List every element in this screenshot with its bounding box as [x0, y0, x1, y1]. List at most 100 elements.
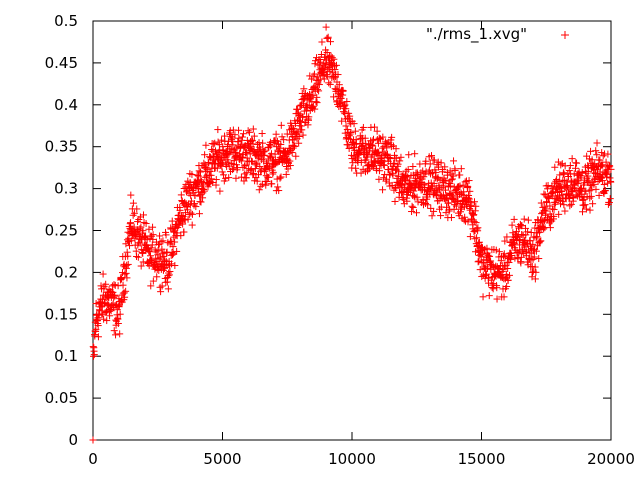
data-point [380, 161, 388, 169]
data-point [239, 153, 247, 161]
data-point [245, 128, 253, 136]
data-point [265, 173, 273, 181]
data-point [344, 141, 352, 149]
data-point [395, 168, 403, 176]
data-point [485, 292, 493, 300]
data-point [606, 195, 614, 203]
data-point [244, 127, 252, 135]
data-point [433, 175, 441, 183]
data-point [341, 129, 349, 137]
data-point [392, 145, 400, 153]
data-point [248, 158, 256, 166]
data-point [452, 202, 460, 210]
data-point [250, 132, 258, 140]
data-point [428, 212, 436, 220]
data-point [471, 207, 479, 215]
data-point [397, 189, 405, 197]
data-point [471, 235, 479, 243]
data-point [374, 139, 382, 147]
data-point [337, 94, 345, 102]
x-tick-label: 15000 [458, 450, 506, 468]
data-point [238, 157, 246, 165]
data-point [533, 242, 541, 250]
data-point [586, 194, 594, 202]
data-point [555, 210, 563, 218]
data-point [179, 212, 187, 220]
data-point [375, 134, 383, 142]
data-point [474, 224, 482, 232]
data-point [342, 105, 350, 113]
data-point [426, 160, 434, 168]
data-point [579, 208, 587, 216]
data-point [409, 204, 417, 212]
data-point [493, 284, 501, 292]
data-point [123, 274, 131, 282]
data-point [247, 165, 255, 173]
legend-marker [561, 31, 569, 39]
x-tick-label: 0 [88, 450, 98, 468]
data-point [343, 125, 351, 133]
data-point [551, 163, 559, 171]
data-point [546, 224, 554, 232]
data-point [156, 232, 164, 240]
data-point [545, 194, 553, 202]
data-point [400, 196, 408, 204]
data-point [109, 288, 117, 296]
data-point [133, 252, 141, 260]
data-point [404, 173, 412, 181]
data-point [489, 285, 497, 293]
data-point [582, 205, 590, 213]
data-point [312, 98, 320, 106]
data-point [258, 180, 266, 188]
data-point [596, 156, 604, 164]
data-point [450, 157, 458, 165]
data-point [451, 201, 459, 209]
data-point [264, 159, 272, 167]
data-point [269, 170, 277, 178]
data-point [524, 216, 532, 224]
data-point [508, 221, 516, 229]
data-point [603, 170, 611, 178]
data-point [204, 183, 212, 191]
data-point [269, 168, 277, 176]
data-point [232, 153, 240, 161]
data-point [117, 273, 125, 281]
data-point [267, 153, 275, 161]
data-point [239, 130, 247, 138]
data-point [231, 131, 239, 139]
data-point [267, 142, 275, 150]
data-point [391, 197, 399, 205]
data-point [122, 287, 130, 295]
data-point [327, 52, 335, 60]
data-point [505, 271, 513, 279]
data-point [556, 184, 564, 192]
data-point [207, 175, 215, 183]
data-point [472, 202, 480, 210]
data-point [394, 160, 402, 168]
data-point [94, 322, 102, 330]
data-point [448, 191, 456, 199]
data-point [364, 161, 372, 169]
data-point [410, 187, 418, 195]
data-point [148, 241, 156, 249]
data-point [288, 124, 296, 132]
data-point [577, 172, 585, 180]
data-point [304, 121, 312, 129]
data-point [227, 145, 235, 153]
data-point [177, 191, 185, 199]
data-point [532, 234, 540, 242]
data-point [537, 237, 545, 245]
data-point [100, 315, 108, 323]
data-point [192, 203, 200, 211]
data-point [524, 228, 532, 236]
data-point [169, 243, 177, 251]
data-point [102, 280, 110, 288]
data-point [404, 165, 412, 173]
data-point [173, 247, 181, 255]
x-tick-label: 20000 [587, 450, 635, 468]
data-point [212, 176, 220, 184]
data-point [168, 217, 176, 225]
data-point [180, 228, 188, 236]
data-point [587, 192, 595, 200]
data-point [157, 238, 165, 246]
